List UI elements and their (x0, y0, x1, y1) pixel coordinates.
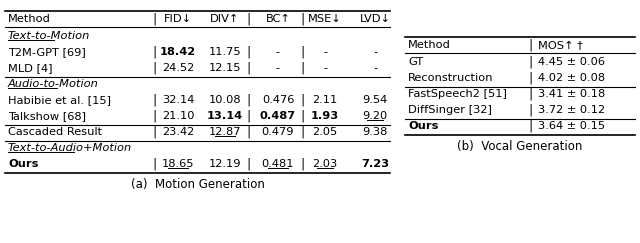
Text: 18.42: 18.42 (160, 47, 196, 57)
Text: |: | (301, 109, 305, 122)
Text: 0.487: 0.487 (260, 111, 296, 121)
Text: |: | (246, 93, 250, 106)
Text: Method: Method (408, 40, 451, 50)
Text: -: - (373, 47, 377, 57)
Text: |: | (528, 103, 532, 116)
Text: |: | (153, 157, 157, 170)
Text: LVD↓: LVD↓ (360, 14, 390, 24)
Text: 32.14: 32.14 (162, 95, 194, 105)
Text: |: | (528, 38, 532, 52)
Text: Talkshow [68]: Talkshow [68] (8, 111, 86, 121)
Text: 10.08: 10.08 (209, 95, 241, 105)
Text: |: | (153, 125, 157, 138)
Text: 1.93: 1.93 (311, 111, 339, 121)
Text: |: | (246, 157, 250, 170)
Text: FID↓: FID↓ (164, 14, 192, 24)
Text: 3.64 ± 0.15: 3.64 ± 0.15 (538, 121, 605, 131)
Text: |: | (528, 119, 532, 132)
Text: 0.479: 0.479 (262, 127, 294, 137)
Text: |: | (153, 109, 157, 122)
Text: Ours: Ours (8, 159, 38, 169)
Text: 9.54: 9.54 (362, 95, 388, 105)
Text: T2M-GPT [69]: T2M-GPT [69] (8, 47, 86, 57)
Text: DiffSinger [32]: DiffSinger [32] (408, 105, 492, 115)
Text: 9.38: 9.38 (362, 127, 388, 137)
Text: 4.02 ± 0.08: 4.02 ± 0.08 (538, 73, 605, 83)
Text: FastSpeech2 [51]: FastSpeech2 [51] (408, 89, 507, 99)
Text: 11.75: 11.75 (209, 47, 241, 57)
Text: |: | (528, 87, 532, 100)
Text: |: | (301, 12, 305, 26)
Text: 13.14: 13.14 (207, 111, 243, 121)
Text: -: - (373, 63, 377, 73)
Text: |: | (301, 125, 305, 138)
Text: (a)  Motion Generation: (a) Motion Generation (131, 178, 264, 191)
Text: 23.42: 23.42 (162, 127, 194, 137)
Text: 2.03: 2.03 (312, 159, 338, 169)
Text: |: | (153, 93, 157, 106)
Text: |: | (246, 125, 250, 138)
Text: 2.11: 2.11 (312, 95, 338, 105)
Text: |: | (528, 71, 532, 84)
Text: |: | (153, 61, 157, 74)
Text: 0.476: 0.476 (262, 95, 294, 105)
Text: Cascaded Result: Cascaded Result (8, 127, 102, 137)
Text: |: | (301, 93, 305, 106)
Text: 3.41 ± 0.18: 3.41 ± 0.18 (538, 89, 605, 99)
Text: 7.23: 7.23 (361, 159, 389, 169)
Text: -: - (323, 63, 327, 73)
Text: |: | (246, 45, 250, 58)
Text: Method: Method (8, 14, 51, 24)
Text: 3.72 ± 0.12: 3.72 ± 0.12 (538, 105, 605, 115)
Text: |: | (246, 12, 250, 26)
Text: -: - (276, 63, 280, 73)
Text: 24.52: 24.52 (162, 63, 194, 73)
Text: |: | (301, 157, 305, 170)
Text: 9.20: 9.20 (362, 111, 388, 121)
Text: |: | (153, 45, 157, 58)
Text: GT: GT (408, 57, 423, 67)
Text: Text-to-Motion: Text-to-Motion (8, 31, 90, 41)
Text: Ours: Ours (408, 121, 438, 131)
Text: Audio-to-Motion: Audio-to-Motion (8, 79, 99, 89)
Text: |: | (246, 61, 250, 74)
Text: |: | (153, 12, 157, 26)
Text: -: - (323, 47, 327, 57)
Text: 4.45 ± 0.06: 4.45 ± 0.06 (538, 57, 605, 67)
Text: |: | (301, 61, 305, 74)
Text: MOS↑ †: MOS↑ † (538, 40, 583, 50)
Text: MSE↓: MSE↓ (308, 14, 342, 24)
Text: |: | (301, 45, 305, 58)
Text: Text-to-Audio+Motion: Text-to-Audio+Motion (8, 143, 132, 153)
Text: Reconstruction: Reconstruction (408, 73, 493, 83)
Text: (b)  Vocal Generation: (b) Vocal Generation (458, 140, 582, 153)
Text: Habibie et al. [15]: Habibie et al. [15] (8, 95, 111, 105)
Text: |: | (528, 55, 532, 68)
Text: |: | (246, 109, 250, 122)
Text: 2.05: 2.05 (312, 127, 338, 137)
Text: 0.481: 0.481 (262, 159, 294, 169)
Text: 21.10: 21.10 (162, 111, 195, 121)
Text: DIV↑: DIV↑ (211, 14, 240, 24)
Text: BC↑: BC↑ (266, 14, 291, 24)
Text: 12.87: 12.87 (209, 127, 241, 137)
Text: 12.15: 12.15 (209, 63, 241, 73)
Text: MLD [4]: MLD [4] (8, 63, 52, 73)
Text: 12.19: 12.19 (209, 159, 241, 169)
Text: -: - (276, 47, 280, 57)
Text: 18.65: 18.65 (162, 159, 195, 169)
